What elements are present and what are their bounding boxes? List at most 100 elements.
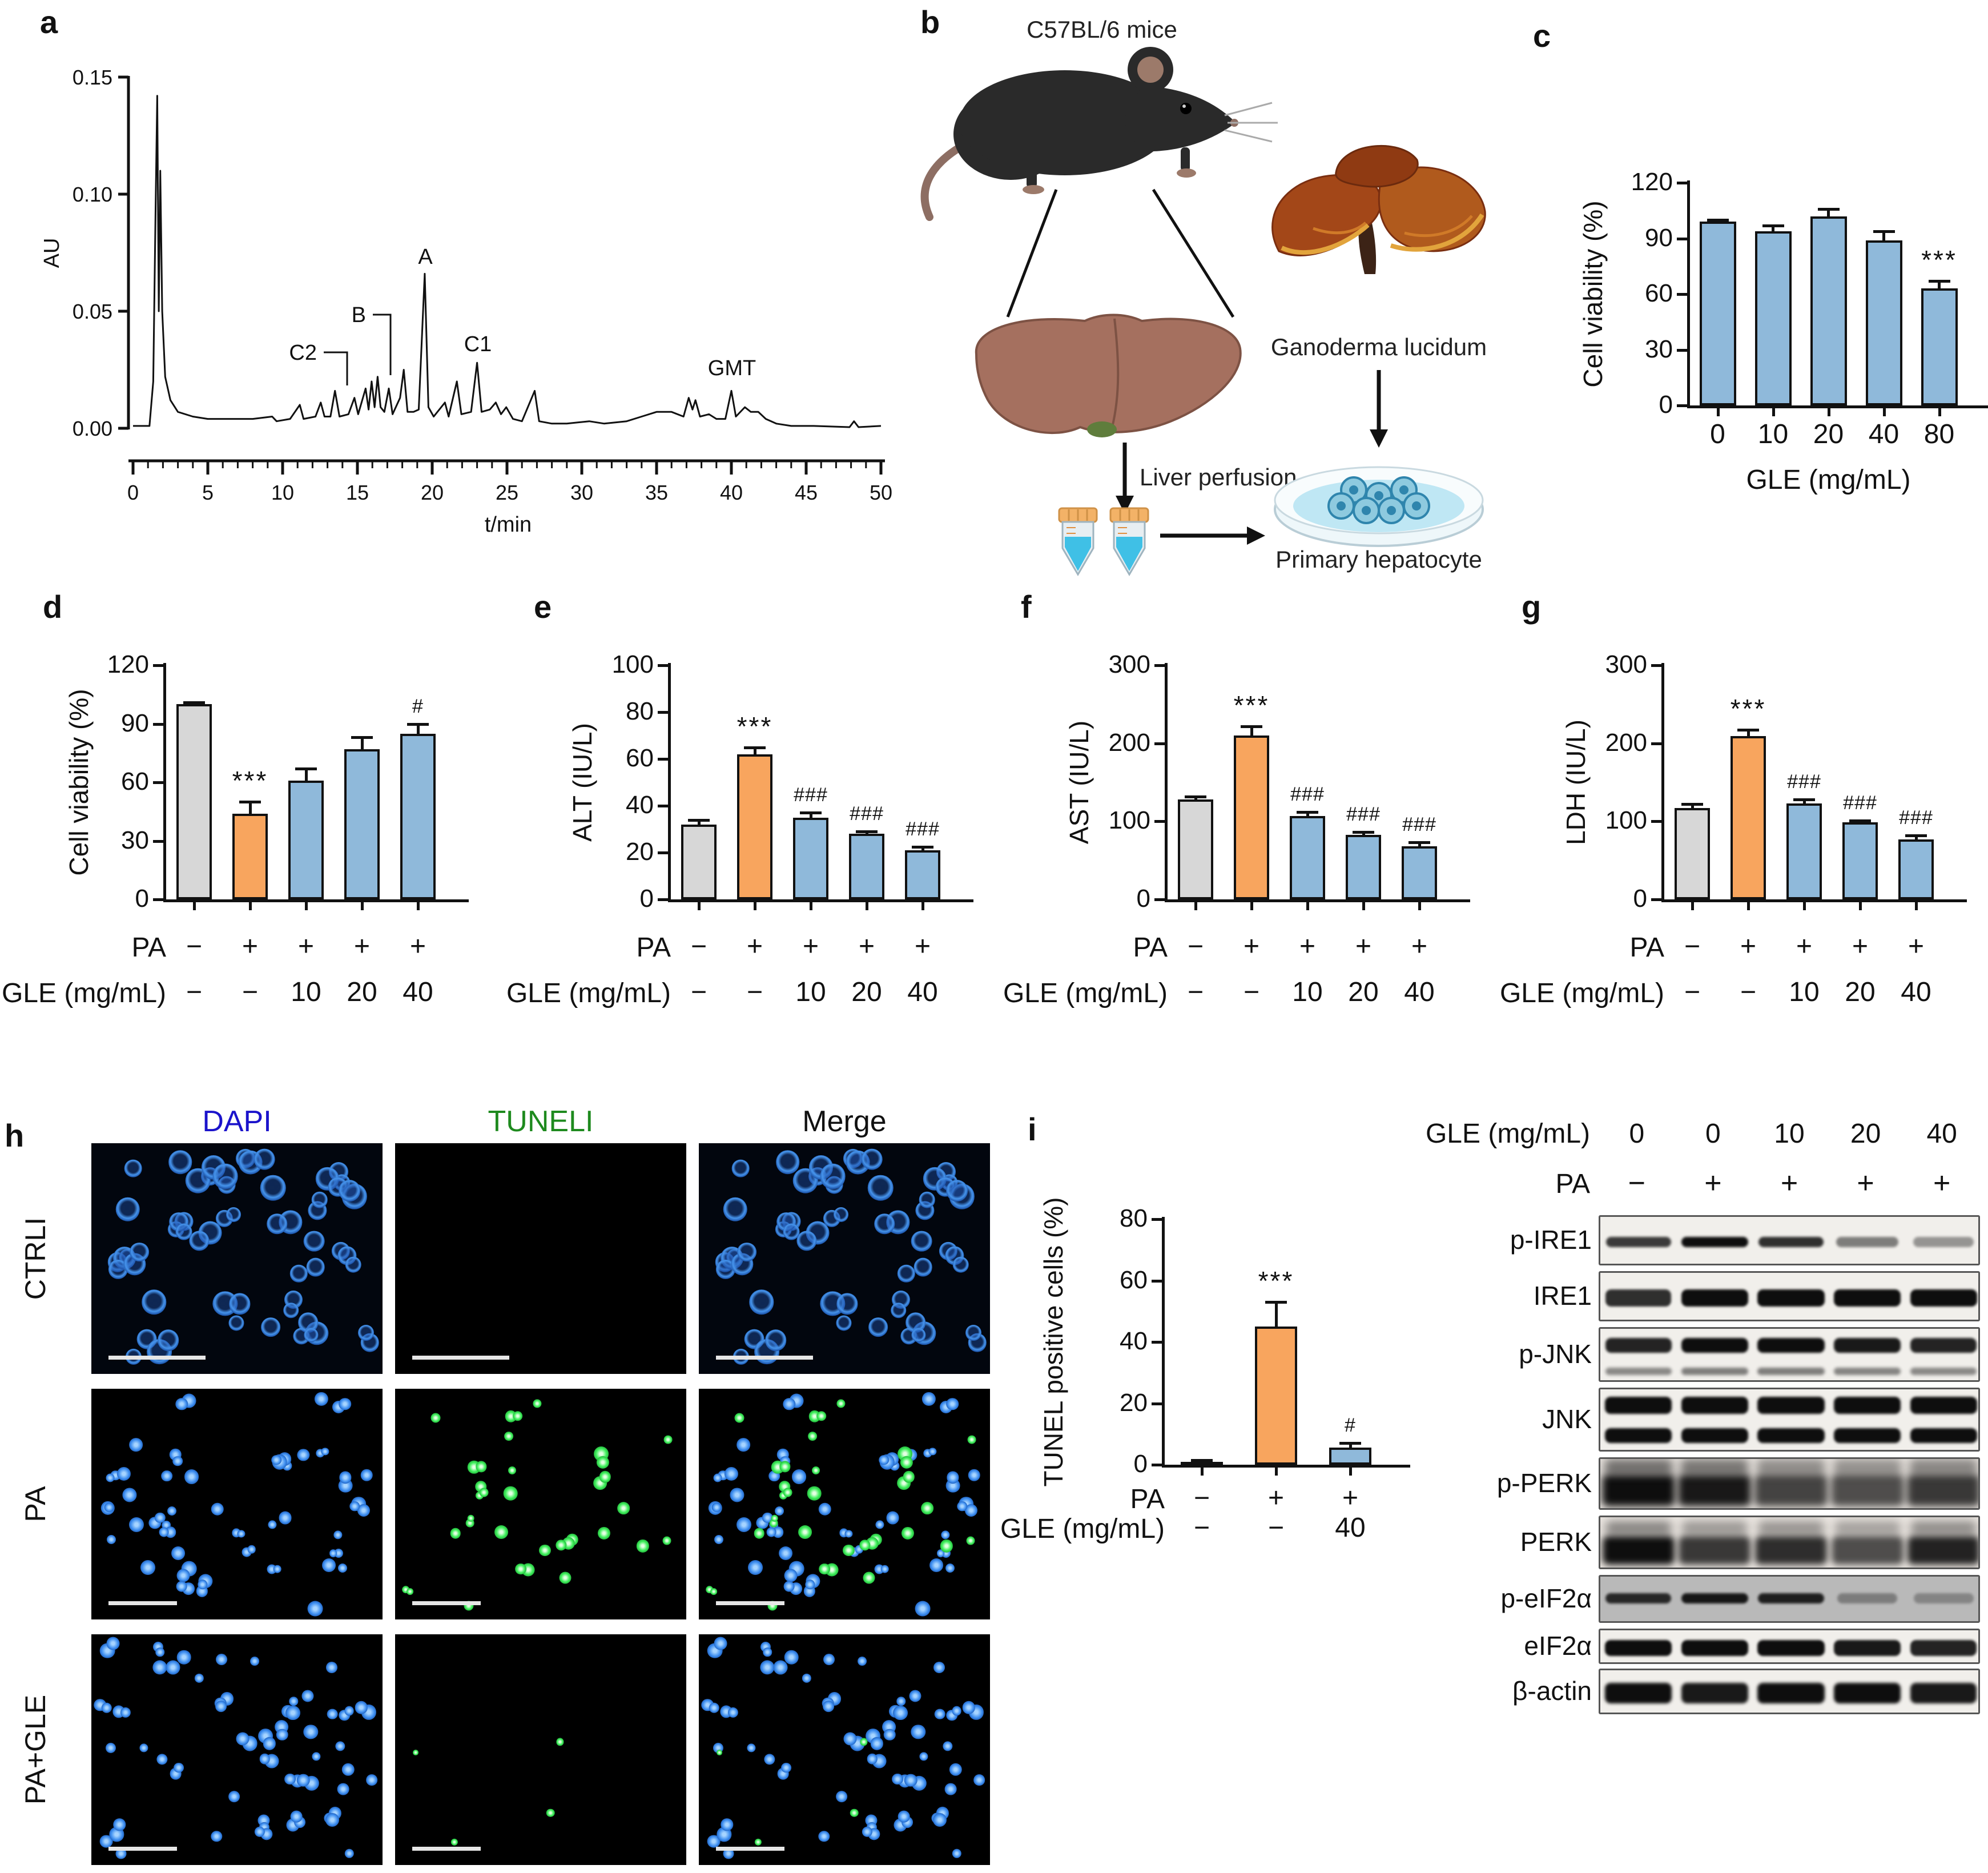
nucleus-spot (784, 1569, 798, 1582)
blot-band (1605, 1368, 1672, 1376)
blot-band (1605, 1521, 1672, 1535)
tunel-spot (556, 1540, 567, 1551)
nucleus-spot (875, 1520, 884, 1529)
tunel-spot (546, 1808, 555, 1817)
treatment-row-value: − (746, 977, 763, 1007)
error-bar-cap (688, 818, 710, 822)
x-tick-label: 20 (1813, 419, 1844, 449)
bar-g-2 (1786, 803, 1822, 899)
nucleus-spot (333, 1530, 343, 1540)
nucleus-spot (760, 1659, 775, 1675)
error-bar-cap (856, 830, 878, 834)
nucleus-spot (911, 1725, 926, 1739)
row-label-ctrli: CTRLI (19, 1217, 51, 1300)
nucleus-spot (773, 1660, 788, 1675)
nucleus-spot (909, 1690, 921, 1702)
blot-band (1833, 1683, 1901, 1703)
error-bar-cap (1265, 1301, 1287, 1304)
x-tick (810, 902, 812, 910)
nucleus-spot (129, 1517, 144, 1533)
y-tick (1677, 182, 1687, 184)
nucleus-spot (946, 1398, 959, 1410)
x-tick-label: 10 (271, 481, 294, 504)
peak-label: C1 (464, 332, 492, 356)
y-tick-label: 60 (1120, 1265, 1148, 1294)
x-axis-line (1661, 899, 1967, 902)
treatment-row-value: 10 (795, 977, 826, 1007)
x-tick-label: 45 (795, 481, 818, 504)
error-bar-cap (1241, 725, 1262, 728)
bar-e-0 (681, 824, 717, 899)
nucleus-spot (290, 1810, 303, 1823)
treatment-row-value: − (690, 977, 707, 1007)
nucleus-spot (100, 1835, 113, 1848)
nucleus-spot (779, 1546, 792, 1560)
tunel-spot (808, 1431, 818, 1441)
nucleus-spot (711, 1502, 722, 1513)
x-tick (1915, 902, 1918, 910)
nucleus-spot (107, 1534, 116, 1544)
peak-label: C2 (289, 341, 317, 365)
nucleus-spot (289, 1697, 298, 1706)
nucleus-spot (198, 1579, 208, 1590)
nucleus-spot (366, 1774, 378, 1786)
x-axis-line (668, 899, 973, 902)
tunel-spot (662, 1536, 671, 1545)
nucleus-spot (928, 1448, 936, 1456)
nucleus-spot (802, 1673, 811, 1683)
error-bar-stem (1746, 730, 1750, 739)
nucleus-spot (957, 1501, 968, 1512)
error-bar-cap (1707, 219, 1729, 222)
panel-e: e ALT (IU/L) 0 20 40 60 80 100 *** ### ### ### PA − + +… (506, 588, 1011, 1062)
x-axis-line (1165, 899, 1470, 902)
x-tick (1803, 902, 1806, 910)
y-tick (1677, 237, 1687, 240)
significance-label: *** (737, 711, 773, 741)
nucleus-spot (904, 1774, 917, 1787)
blot-header-value: 0 (1629, 1119, 1645, 1149)
tunel-spot (843, 1544, 855, 1556)
panel-i-letter: i (1028, 1111, 1037, 1147)
panel-f-letter: f (1021, 589, 1032, 625)
row-label-pa+gle: PA+GLE (19, 1694, 51, 1805)
nucleus-spot (175, 1398, 188, 1410)
y-tick-label: 0.10 (73, 183, 112, 206)
treatment-row-label: PA (1130, 1484, 1165, 1514)
nucleus-spot (140, 1560, 156, 1575)
treatment-row-value: 20 (851, 977, 882, 1007)
nucleus-spot (764, 1329, 787, 1351)
nucleus-spot (737, 1438, 751, 1452)
blot-label-1: p-IRE1 (1510, 1225, 1592, 1255)
bar-c-1 (1754, 231, 1792, 405)
bar-g-0 (1675, 808, 1710, 899)
micrograph-pa-dapi (91, 1389, 383, 1619)
bar-e-1 (737, 754, 772, 899)
panel-h-letter: h (5, 1118, 25, 1153)
blot-header-value: 10 (1774, 1119, 1805, 1149)
nucleus-spot (944, 1783, 957, 1795)
bar-c-0 (1699, 222, 1736, 405)
peak-callout-line (373, 313, 392, 375)
nucleus-spot (919, 1191, 935, 1208)
nucleus-spot (285, 1705, 301, 1721)
tunel-spot (430, 1413, 441, 1423)
nucleus-spot (120, 1707, 131, 1718)
error-bar-stem (192, 702, 196, 707)
bar-g-1 (1731, 736, 1766, 899)
nucleus-spot (155, 1512, 166, 1524)
nucleus-spot (152, 1659, 167, 1675)
treatment-row-value: − (1684, 977, 1701, 1007)
nucleus-spot (325, 1661, 337, 1673)
blot-band (1605, 1289, 1672, 1307)
bar-d-0 (176, 704, 212, 899)
nucleus-spot (823, 1700, 834, 1712)
nucleus-spot (312, 1752, 321, 1761)
x-tick-label: 5 (202, 481, 214, 504)
error-bar-cap (295, 767, 317, 771)
nucleus-spot (215, 1700, 227, 1712)
error-bar-stem (1716, 220, 1719, 224)
treatment-row-value: − (1187, 977, 1204, 1007)
nucleus-spot (344, 1848, 354, 1859)
tunel-spot (512, 1410, 523, 1421)
nucleus-spot (172, 1456, 183, 1466)
